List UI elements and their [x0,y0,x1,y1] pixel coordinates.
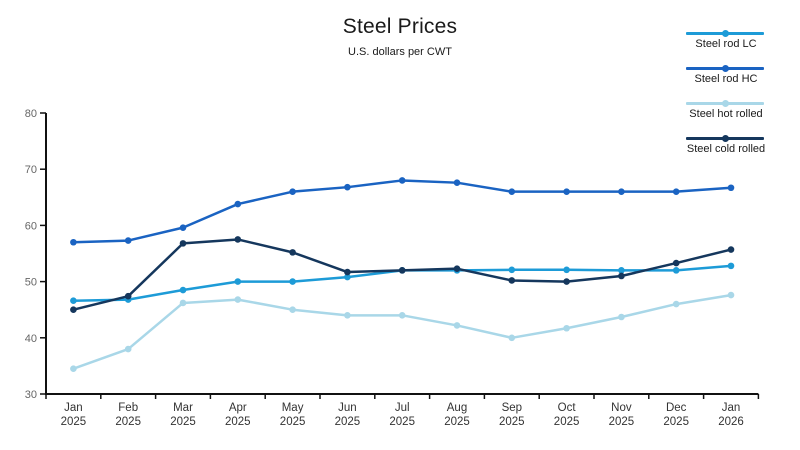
y-axis-tick-label: 40 [25,333,37,345]
y-axis-tick-label: 60 [25,220,37,232]
data-point-steel-hot-rolled [508,334,516,342]
y-axis-tick-label: 50 [25,277,37,289]
data-point-steel-hot-rolled [453,322,461,329]
x-axis-tick-label: Dec 2025 [663,402,689,428]
legend-item-label: Steel rod HC [694,73,758,85]
data-point-steel-rod-lc [727,262,735,270]
legend-line-swatch [686,135,764,142]
data-point-steel-rod-hc [179,224,187,231]
legend-marker-dot [721,100,729,107]
data-point-steel-rod-hc [453,179,461,186]
legend-marker-dot [721,30,729,37]
x-axis-tick-label: Nov 2025 [609,402,635,428]
data-point-steel-rod-lc [289,278,296,285]
x-axis-tick-label: May 2025 [280,402,306,428]
axis-lines [45,113,759,395]
data-point-steel-rod-hc [344,183,351,191]
data-point-steel-hot-rolled [344,312,351,319]
legend-item-label: Steel rod LC [695,38,757,50]
x-axis-tick-label: Mar 2025 [170,402,196,428]
legend-line-swatch [686,65,764,72]
legend: Steel rod LC Steel rod HC Steel hot rolled… [686,30,766,155]
data-point-steel-cold-rolled [289,249,296,256]
series-line-steel-hot-rolled [72,293,732,370]
data-point-steel-rod-lc [508,266,516,274]
data-point-steel-cold-rolled [344,268,351,276]
legend-marker-dot [721,65,729,72]
legend-item-label: Steel hot rolled [689,108,763,120]
data-point-steel-cold-rolled [563,278,570,285]
data-point-steel-hot-rolled [124,345,132,353]
data-point-steel-cold-rolled [124,292,132,300]
legend-item-label: Steel cold rolled [686,143,766,155]
data-point-steel-hot-rolled [289,306,296,314]
data-point-steel-cold-rolled [70,306,77,314]
legend-marker-dot [721,135,729,142]
x-axis-tick-label: Jun 2025 [335,402,361,428]
data-point-steel-rod-hc [289,188,296,195]
data-point-steel-rod-lc [618,267,625,274]
data-point-steel-rod-lc [672,267,680,274]
data-point-steel-cold-rolled [618,272,625,280]
series-line-steel-rod-hc [73,179,732,244]
legend-item-steel-cold-rolled[interactable]: Steel cold rolled [686,135,766,155]
data-point-steel-hot-rolled [618,313,625,321]
legend-item-steel-hot-rolled[interactable]: Steel hot rolled [686,100,766,120]
data-point-steel-cold-rolled [234,236,242,243]
data-point-steel-rod-hc [124,237,132,244]
data-point-steel-rod-hc [508,188,516,195]
data-point-steel-rod-hc [563,188,570,195]
data-point-steel-rod-hc [70,238,77,246]
data-point-steel-hot-rolled [179,299,187,307]
data-point-steel-rod-hc [618,188,625,195]
data-point-steel-rod-lc [70,297,77,305]
data-point-steel-rod-lc [563,266,570,274]
data-point-steel-cold-rolled [727,246,735,253]
y-axis-tick-label: 70 [25,164,37,176]
legend-item-steel-rod-hc[interactable]: Steel rod HC [686,65,766,85]
legend-item-steel-rod-lc[interactable]: Steel rod LC [686,30,766,50]
y-axis-tick-label: 80 [25,108,37,120]
data-point-steel-cold-rolled [672,259,680,267]
data-point-steel-hot-rolled [727,291,735,299]
legend-line-swatch [686,30,764,37]
data-point-steel-hot-rolled [234,296,242,303]
data-point-steel-cold-rolled [508,277,516,284]
data-point-steel-hot-rolled [398,312,406,319]
data-point-steel-rod-lc [344,273,351,281]
data-point-steel-rod-hc [234,200,242,208]
chart-subtitle: U.S. dollars per CWT [348,46,452,58]
data-point-steel-cold-rolled [453,265,461,272]
x-axis-tick-label: Jul 2025 [389,402,415,428]
data-point-steel-rod-hc [672,188,680,195]
x-axis-tick-label: Jan 2026 [718,402,744,428]
data-point-steel-cold-rolled [179,240,187,247]
data-point-steel-hot-rolled [563,324,570,332]
x-axis-tick-label: Aug 2025 [444,402,470,428]
data-point-steel-rod-lc [179,286,187,294]
x-axis-tick-label: Jan 2025 [61,402,87,428]
data-point-steel-hot-rolled [70,365,77,373]
chart-title: Steel Prices [342,15,458,38]
data-point-steel-cold-rolled [398,267,406,274]
data-point-steel-rod-hc [398,177,406,184]
data-point-steel-rod-hc [727,184,735,192]
x-axis-tick-label: Feb 2025 [115,402,141,428]
data-point-steel-hot-rolled [672,300,680,308]
y-axis-tick-label: 30 [25,389,37,401]
data-point-steel-rod-lc [234,278,242,285]
x-axis-tick-label: Apr 2025 [225,402,251,428]
x-axis-tick-label: Sep 2025 [499,402,525,428]
series-line-steel-cold-rolled [73,238,732,311]
legend-line-swatch [686,100,764,107]
x-axis-tick-label: Oct 2025 [554,402,580,428]
